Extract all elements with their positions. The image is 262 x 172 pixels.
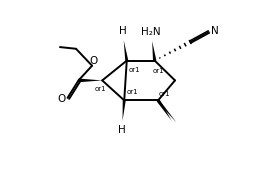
Text: or1: or1 (159, 92, 171, 98)
Polygon shape (79, 79, 102, 82)
Text: H₂N: H₂N (141, 27, 161, 37)
Text: or1: or1 (126, 89, 138, 95)
Text: H: H (118, 125, 125, 135)
Polygon shape (157, 99, 172, 121)
Polygon shape (124, 40, 128, 61)
Text: or1: or1 (153, 68, 165, 74)
Polygon shape (152, 41, 156, 61)
Text: or1: or1 (129, 67, 141, 73)
Polygon shape (157, 100, 176, 122)
Text: or1: or1 (95, 86, 106, 92)
Polygon shape (123, 100, 126, 121)
Text: O: O (57, 94, 66, 104)
Text: H: H (119, 26, 127, 36)
Text: O: O (90, 56, 98, 66)
Text: N: N (211, 26, 218, 36)
